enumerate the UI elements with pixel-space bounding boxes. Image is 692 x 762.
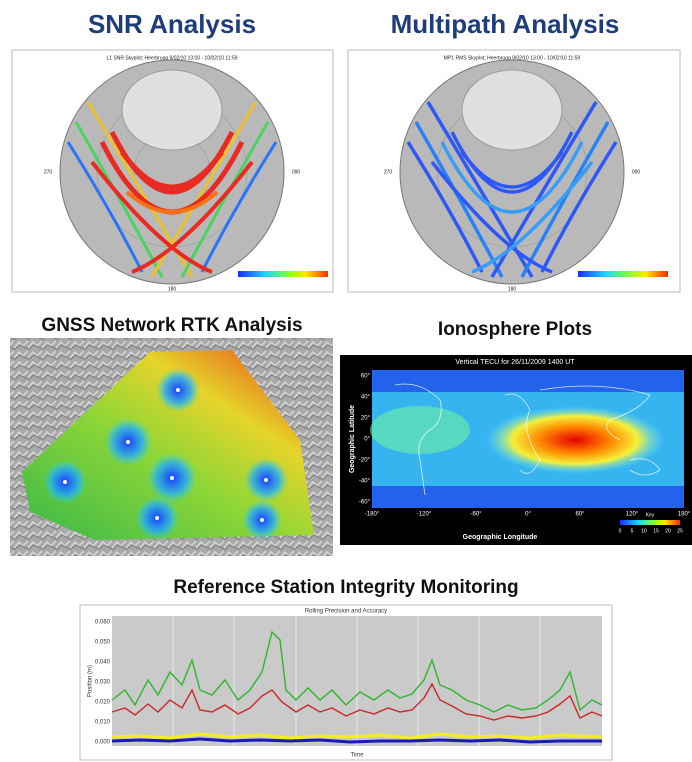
x-tick-label: -60° (470, 512, 482, 518)
x-tick-label: 180° (678, 512, 691, 518)
y-tick-label: 60° (361, 374, 371, 380)
panel-title: Reference Station Integrity Monitoring (173, 577, 518, 598)
snr-panel: L1 SNR Skyplot; Heerbrugg 9/02/10 13:00 … (12, 50, 333, 292)
y-tick-label: 40° (361, 395, 371, 401)
ionosphere-panel: Vertical TECU for 26/11/2009 1400 UT Geo… (340, 355, 692, 545)
y-tick-label: 0.050 (95, 640, 111, 646)
panel-title: SNR Analysis (88, 9, 256, 39)
colorbar-title: Key (646, 512, 655, 518)
y-tick-label: 20° (361, 416, 371, 422)
y-tick-label: 0.020 (95, 700, 111, 706)
panel-title: Multipath Analysis (391, 9, 620, 39)
azimuth-label: 270 (44, 169, 53, 175)
azimuth-label: 270 (384, 169, 393, 175)
x-tick-label: -180° (365, 512, 380, 518)
colorbar (620, 520, 680, 525)
x-axis-label: Time (350, 753, 364, 759)
x-tick-label: 60° (575, 512, 585, 518)
x-tick-label: -120° (417, 512, 432, 518)
y-tick-label: -20° (359, 458, 371, 464)
collage: SNR Analysis Multipath Analysis GNSS Net… (0, 0, 692, 762)
plot-title: Rolling Precision and Accuracy (305, 609, 387, 615)
x-tick-label: 0° (525, 512, 531, 518)
panel-title: Ionosphere Plots (438, 319, 592, 340)
plot-title: Vertical TECU for 26/11/2009 1400 UT (455, 359, 575, 366)
y-tick-label: 0.030 (95, 680, 111, 686)
azimuth-label: 180 (508, 286, 517, 292)
panel-title: GNSS Network RTK Analysis (41, 315, 302, 336)
y-tick-label: -60° (359, 500, 371, 506)
y-axis-label: Geographic Latitude (349, 405, 356, 473)
skyplot (400, 60, 624, 284)
integrity-panel: Rolling Precision and Accuracy Time Posi… (80, 605, 612, 760)
y-tick-label: 0.010 (95, 720, 111, 726)
colorbar-tick-label: 15 (653, 528, 659, 534)
colorbar (238, 271, 328, 277)
azimuth-label: 090 (292, 169, 301, 175)
colorbar-tick-label: 5 (631, 528, 634, 534)
y-tick-label: 0° (364, 437, 370, 443)
colorbar-tick-label: 20 (665, 528, 671, 534)
y-axis-label: Position (m) (88, 665, 94, 697)
colorbar (578, 271, 668, 277)
y-tick-label: -40° (359, 479, 371, 485)
multipath-panel: MP1 RMS Skyplot; Heerbrugg 9/02/10 13:00… (348, 50, 680, 292)
y-tick-label: 0.040 (95, 660, 111, 666)
azimuth-label: 090 (632, 169, 641, 175)
rtk-panel (10, 338, 333, 556)
x-tick-label: 120° (626, 512, 639, 518)
x-axis-label: Geographic Longitude (463, 534, 538, 541)
colorbar-tick-label: 10 (641, 528, 647, 534)
y-tick-label: 0.060 (95, 620, 111, 626)
skyplot (60, 60, 284, 284)
colorbar-tick-label: 25 (677, 528, 683, 534)
azimuth-label: 180 (168, 286, 177, 292)
colorbar-tick-label: 0 (619, 528, 622, 534)
y-tick-label: 0.000 (95, 740, 111, 746)
